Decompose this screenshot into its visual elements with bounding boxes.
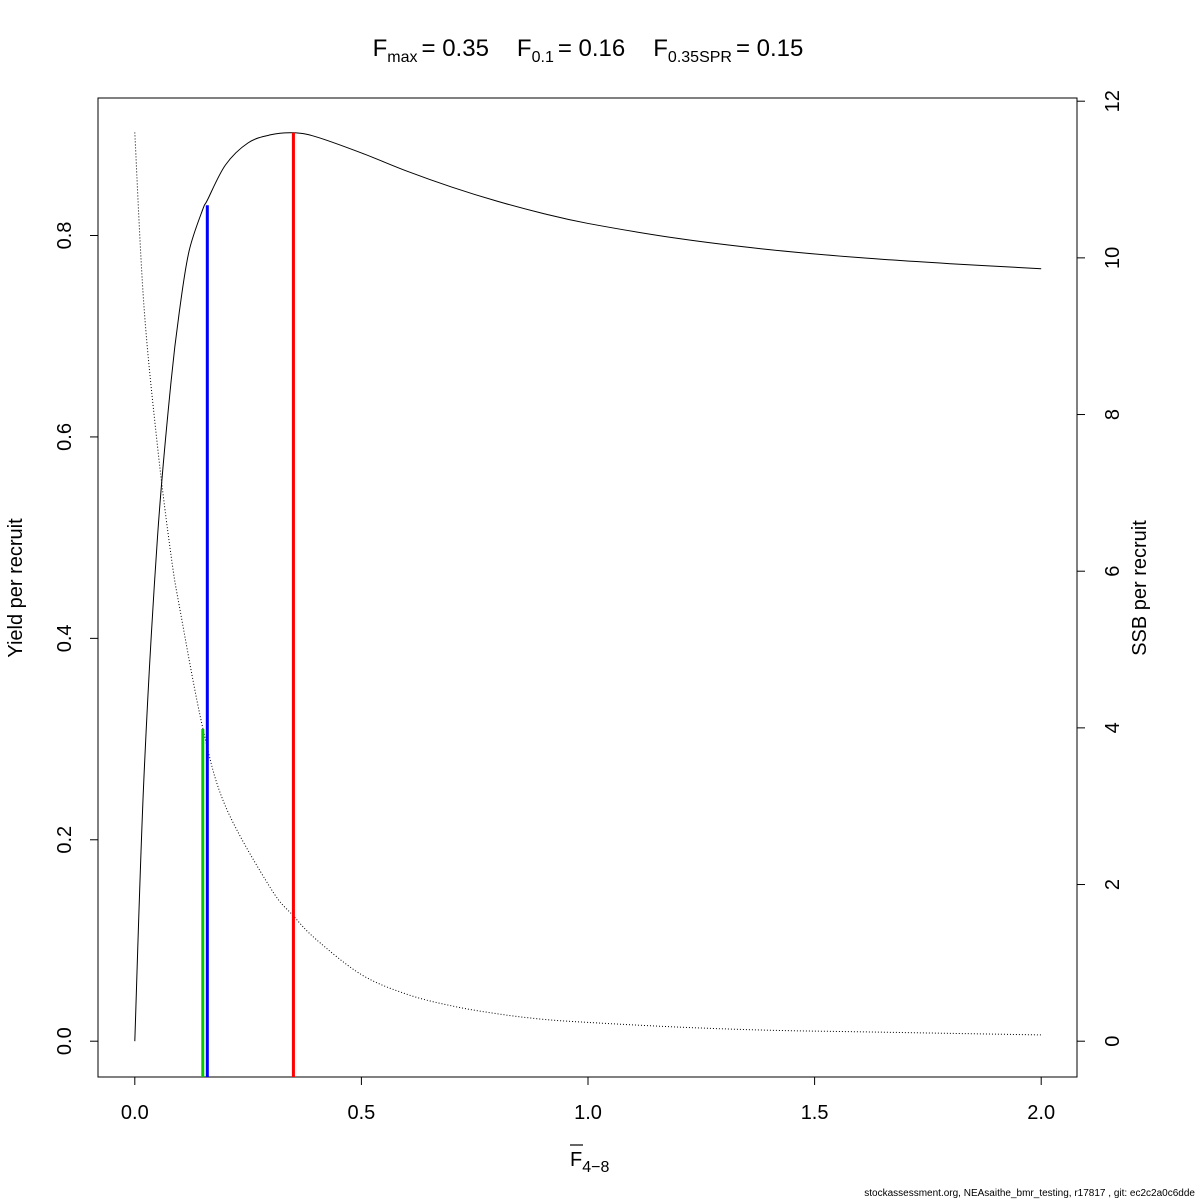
- title-line: Fmax = 0.35 F0.1 = 0.16 F0.35SPR = 0.15: [373, 35, 804, 66]
- title-value: = 0.35: [422, 35, 489, 62]
- reference-lines: [201, 132, 295, 1077]
- x-axis-title-subscript: 4−8: [582, 1159, 609, 1176]
- y-right-tick-label: 0: [1102, 1036, 1124, 1047]
- y-right-tick-label: 8: [1102, 409, 1124, 420]
- title-symbol: F: [373, 35, 388, 62]
- y-right-tick-label: 10: [1102, 247, 1124, 269]
- yield-per-recruit-line: [134, 132, 1042, 1042]
- y-right-tick-label: 2: [1102, 879, 1124, 890]
- chart-title: Fmax = 0.35 F0.1 = 0.16 F0.35SPR = 0.15: [373, 35, 804, 66]
- y-left-tick-label: 0.6: [54, 423, 76, 451]
- y-left-tick-label: 0.4: [54, 624, 76, 652]
- title-symbol: F: [653, 35, 668, 62]
- series-group: [134, 132, 1042, 1042]
- x-tick-label: 1.5: [801, 1102, 829, 1124]
- x-axis-title-symbol: F: [570, 1149, 582, 1171]
- title-value: = 0.15: [736, 35, 803, 62]
- y-left-axis-title: Yield per recruit: [5, 518, 27, 658]
- title-subscript: 0.35SPR: [668, 49, 732, 66]
- y-left-tick-label: 0.8: [54, 222, 76, 250]
- y-right-axis: 0 2 4 6 8 10 12: [1076, 90, 1124, 1047]
- footer-credit: stockassessment.org, NEAsaithe_bmr_testi…: [864, 1188, 1195, 1199]
- y-right-axis-title: SSB per recruit: [1129, 520, 1151, 656]
- x-axis: 0.0 0.5 1.0 1.5 2.0: [121, 1076, 1055, 1124]
- y-right-tick-label: 6: [1102, 566, 1124, 577]
- x-axis-title-text: F4−8: [570, 1149, 609, 1176]
- plot-frame: [97, 97, 1078, 1078]
- x-axis-title: F4−8: [570, 1144, 609, 1176]
- y-left-axis: 0.0 0.2 0.4 0.6 0.8: [54, 222, 99, 1055]
- x-tick-label: 1.0: [574, 1102, 602, 1124]
- x-tick-label: 2.0: [1027, 1102, 1055, 1124]
- title-symbol: F: [517, 35, 532, 62]
- title-subscript: max: [387, 49, 417, 66]
- y-right-tick-label: 4: [1102, 722, 1124, 733]
- title-value: = 0.16: [558, 35, 625, 62]
- y-left-tick-label: 0.0: [54, 1027, 76, 1055]
- y-right-tick-label: 12: [1102, 90, 1124, 112]
- x-tick-label: 0.0: [121, 1102, 149, 1124]
- ssb-per-recruit-line: [134, 132, 1042, 1036]
- y-left-tick-label: 0.2: [54, 826, 76, 854]
- x-tick-label: 0.5: [347, 1102, 375, 1124]
- title-subscript: 0.1: [532, 49, 554, 66]
